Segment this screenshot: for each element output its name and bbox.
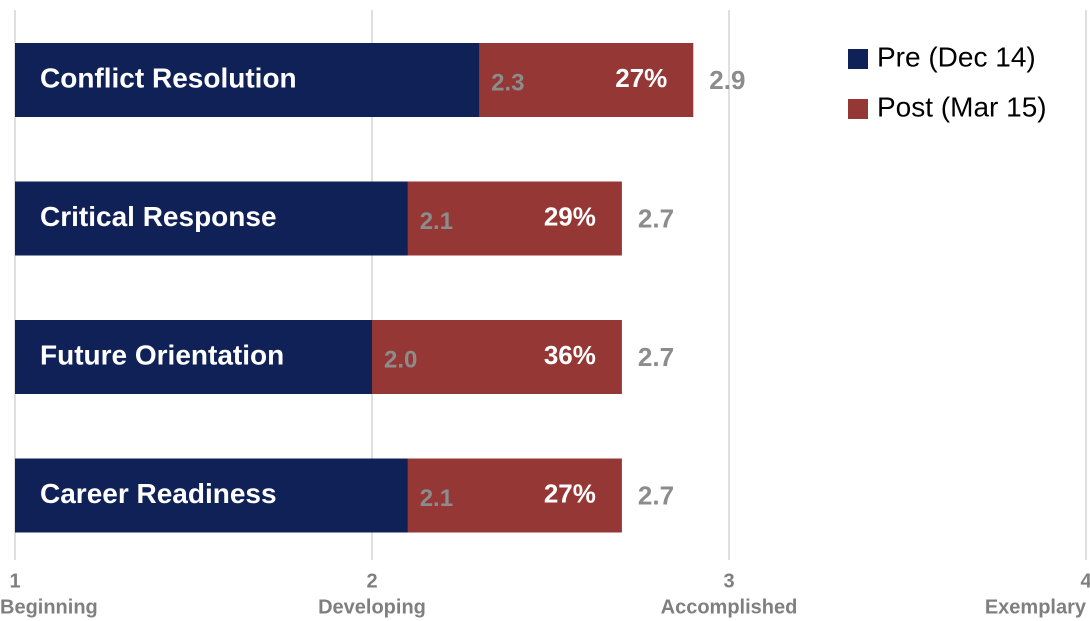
change-label: 27%: [615, 63, 667, 93]
post-value-label: 2.7: [638, 480, 674, 510]
change-label: 36%: [544, 340, 596, 370]
post-value-label: 2.7: [638, 203, 674, 233]
post-value-label: 2.7: [638, 342, 674, 372]
x-tick-label: 2: [366, 570, 377, 592]
x-tick-name: Accomplished: [661, 596, 798, 618]
x-tick-label: 1: [9, 570, 20, 592]
legend-swatch: [848, 49, 868, 69]
pre-value-label: 2.0: [384, 346, 417, 373]
x-tick-name: Developing: [318, 596, 426, 618]
x-tick-name: Beginning: [0, 596, 98, 618]
x-tick-label: 4: [1080, 570, 1090, 592]
category-label: Career Readiness: [40, 478, 277, 509]
pre-bar: [15, 43, 480, 117]
pre-value-label: 2.3: [491, 69, 524, 96]
pre-value-label: 2.1: [420, 208, 453, 235]
pre-bar: [15, 458, 408, 533]
legend-label: Pre (Dec 14): [877, 41, 1036, 72]
pre-value-label: 2.1: [420, 485, 453, 512]
pre-bar: [15, 181, 408, 256]
legend-label: Post (Mar 15): [877, 91, 1047, 122]
x-tick-label: 3: [723, 570, 734, 592]
category-label: Conflict Resolution: [40, 62, 297, 93]
x-tick-name: Exemplary: [985, 596, 1087, 618]
post-value-label: 2.9: [709, 65, 745, 95]
pre-bar: [15, 320, 372, 394]
legend-swatch: [848, 99, 868, 119]
change-label: 27%: [544, 478, 596, 508]
category-label: Future Orientation: [40, 339, 284, 370]
category-label: Critical Response: [40, 201, 277, 232]
change-label: 29%: [544, 201, 596, 231]
